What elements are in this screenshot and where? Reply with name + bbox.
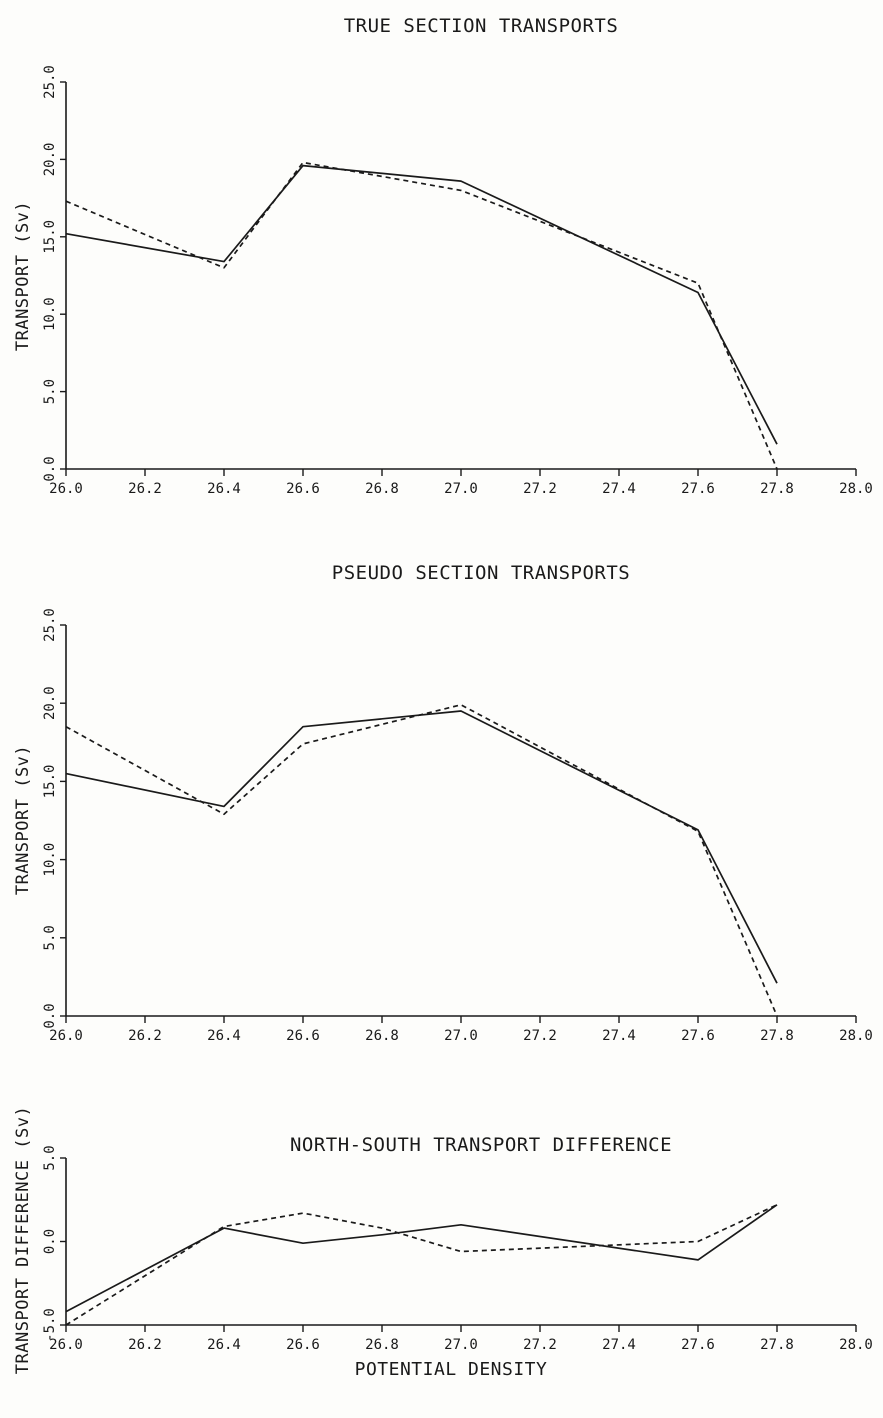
y-tick-label: 10.0 [42, 297, 58, 331]
y-tick-label: 10.0 [42, 843, 58, 877]
x-tick-label: 27.8 [760, 481, 794, 497]
x-tick-label: 28.0 [839, 1337, 873, 1353]
x-tick-label: 27.2 [523, 1337, 557, 1353]
x-tick-label: 26.2 [128, 481, 162, 497]
series-line-dashed [65, 161, 778, 470]
x-tick-label: 27.6 [681, 481, 715, 497]
chart-1: TRUE SECTION TRANSPORTS 26.0 26.2 26.4 26.6 2… [13, 15, 873, 497]
x-tick-label: 28.0 [839, 1028, 873, 1044]
series-line-dashed [65, 703, 778, 1017]
x-tick-label: 26.6 [286, 481, 320, 497]
y-axis-label: TRANSPORT DIFFERENCE (Sv) [13, 1106, 33, 1374]
y-tick-label: 0.0 [42, 1003, 58, 1028]
y-tick-label: 20.0 [42, 143, 58, 177]
y-tick-label: 15.0 [42, 220, 58, 254]
x-tick-label: 27.4 [602, 1028, 636, 1044]
y-tick-label: 5.0 [42, 1145, 58, 1170]
x-tick-label: 26.6 [286, 1028, 320, 1044]
x-tick-label: 26.6 [286, 1337, 320, 1353]
x-tick-label: 27.2 [523, 1028, 557, 1044]
y-axis-label: TRANSPORT (Sv) [13, 201, 33, 351]
x-tick-label: 26.2 [128, 1337, 162, 1353]
series-line-dashed [65, 1204, 778, 1326]
chart-title: PSEUDO SECTION TRANSPORTS [332, 562, 630, 584]
y-tick-label: 25.0 [42, 608, 58, 642]
x-tick-label: 27.6 [681, 1028, 715, 1044]
x-tick-label: 26.8 [365, 1337, 399, 1353]
x-tick-label: 26.0 [49, 1028, 83, 1044]
y-tick-label: 0.0 [42, 456, 58, 481]
y-tick-label: -5.0 [42, 1308, 58, 1342]
chart-3: NORTH-SOUTH TRANSPORT DIFFERENCE 26.0 26.2… [13, 1106, 873, 1380]
x-tick-label: 27.8 [760, 1028, 794, 1044]
y-tick-label: 0.0 [42, 1229, 58, 1254]
y-tick-label: 5.0 [42, 379, 58, 404]
x-axis-label: POTENTIAL DENSITY [355, 1359, 548, 1380]
x-tick-label: 26.8 [365, 481, 399, 497]
y-tick-label: 5.0 [42, 925, 58, 950]
y-tick-label: 25.0 [42, 65, 58, 99]
x-tick-label: 27.4 [602, 1337, 636, 1353]
x-tick-label: 28.0 [839, 481, 873, 497]
x-tick-label: 26.0 [49, 481, 83, 497]
x-tick-label: 27.2 [523, 481, 557, 497]
x-tick-label: 27.8 [760, 1337, 794, 1353]
x-tick-label: 27.0 [444, 481, 478, 497]
y-tick-label: 15.0 [42, 765, 58, 799]
x-tick-label: 26.0 [49, 1337, 83, 1353]
series-line-solid [65, 164, 778, 445]
x-tick-label: 26.4 [207, 1028, 241, 1044]
series-line-solid [65, 1204, 778, 1313]
chart-2: PSEUDO SECTION TRANSPORTS 26.0 26.2 26.4 26.… [13, 562, 873, 1044]
y-tick-label: 20.0 [42, 686, 58, 720]
chart-title: TRUE SECTION TRANSPORTS [344, 15, 619, 37]
x-tick-label: 27.0 [444, 1337, 478, 1353]
x-tick-label: 26.4 [207, 481, 241, 497]
y-axis-label: TRANSPORT (Sv) [13, 745, 33, 895]
x-tick-label: 27.4 [602, 481, 636, 497]
x-tick-label: 27.0 [444, 1028, 478, 1044]
chart-title: NORTH-SOUTH TRANSPORT DIFFERENCE [290, 1134, 672, 1156]
x-tick-label: 26.8 [365, 1028, 399, 1044]
x-tick-label: 26.2 [128, 1028, 162, 1044]
x-tick-label: 27.6 [681, 1337, 715, 1353]
x-tick-label: 26.4 [207, 1337, 241, 1353]
series-line-solid [65, 710, 778, 984]
